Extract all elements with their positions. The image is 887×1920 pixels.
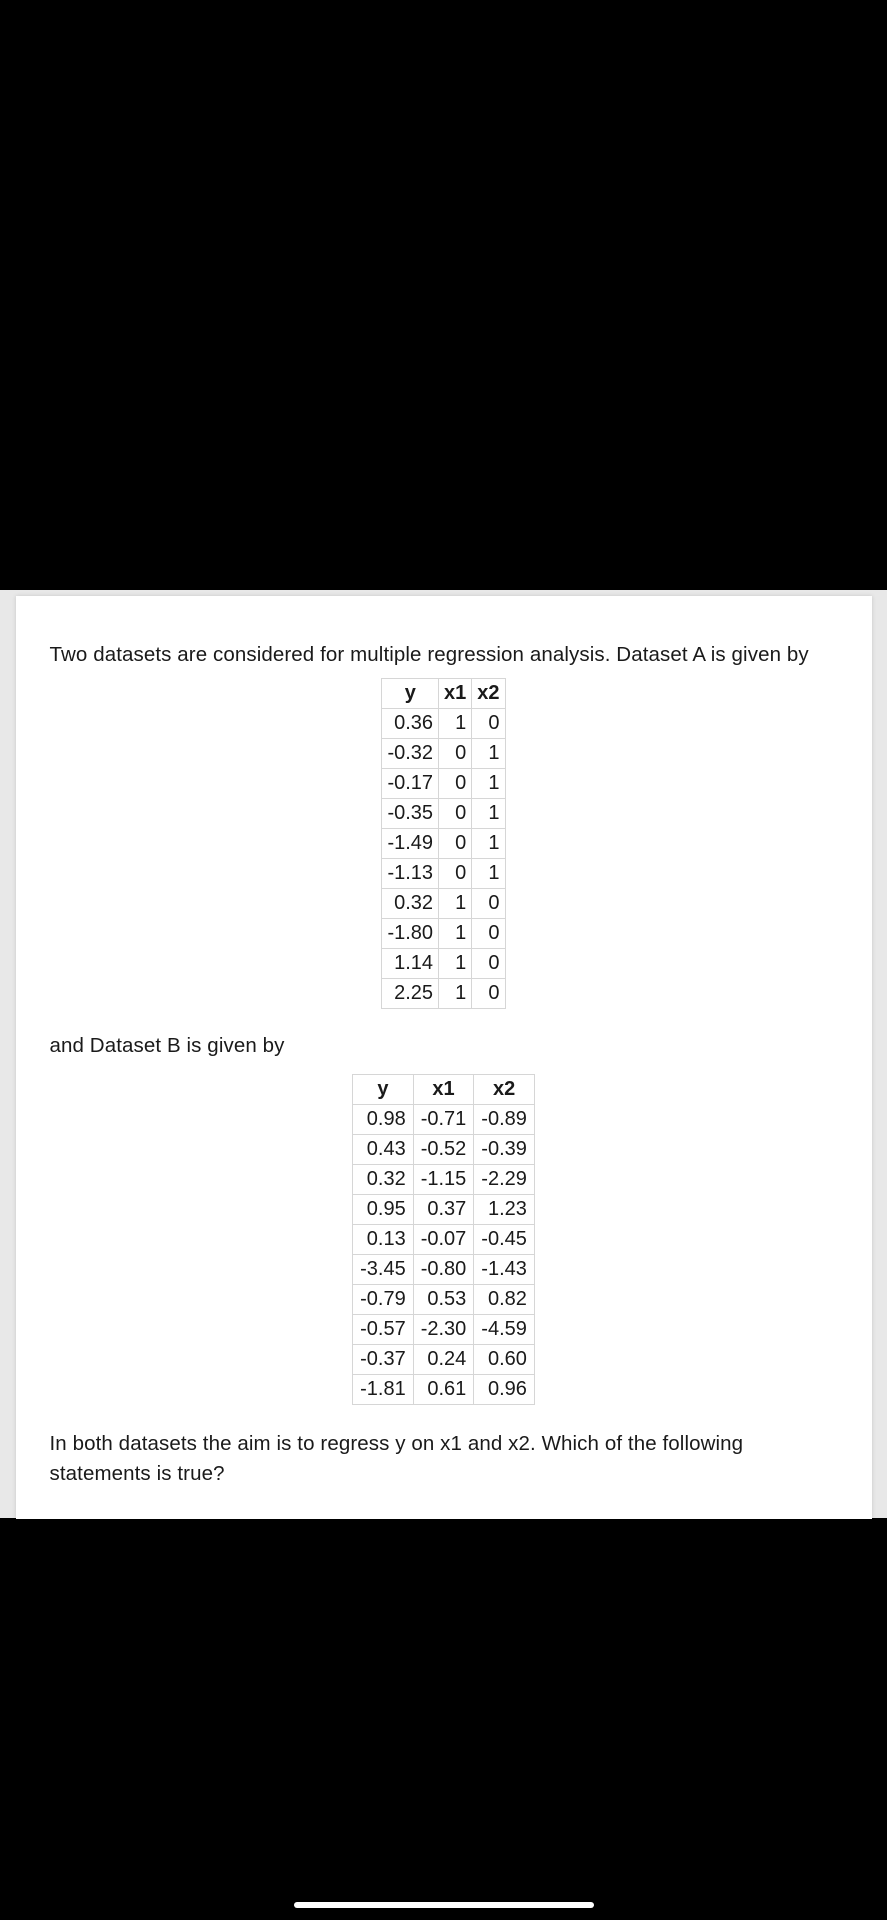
table-cell: 1 xyxy=(439,918,472,948)
table-cell: -0.17 xyxy=(382,768,439,798)
table-cell: -1.13 xyxy=(382,858,439,888)
table-cell: -0.71 xyxy=(413,1105,474,1135)
table-cell: 0.53 xyxy=(413,1285,474,1315)
table-cell: 0.36 xyxy=(382,708,439,738)
table-cell: 1 xyxy=(439,708,472,738)
table-row: 0.32-1.15-2.29 xyxy=(353,1165,535,1195)
table-cell: 0 xyxy=(472,948,505,978)
question-page: Two datasets are considered for multiple… xyxy=(16,596,872,1519)
table-cell: 0 xyxy=(472,918,505,948)
intro-text: Two datasets are considered for multiple… xyxy=(50,640,838,670)
table-row: 0.98-0.71-0.89 xyxy=(353,1105,535,1135)
table-cell: 1 xyxy=(472,738,505,768)
table-cell: 0.43 xyxy=(353,1135,414,1165)
table-cell: 2.25 xyxy=(382,978,439,1008)
table-row: 0.950.371.23 xyxy=(353,1195,535,1225)
table-cell: 1 xyxy=(472,768,505,798)
table-row: 1.1410 xyxy=(382,948,505,978)
mid-text: and Dataset B is given by xyxy=(50,1031,838,1061)
col-header: y xyxy=(353,1075,414,1105)
table-row: -0.1701 xyxy=(382,768,505,798)
table-cell: 0.24 xyxy=(413,1345,474,1375)
dataset-b-table: y x1 x2 0.98-0.71-0.890.43-0.52-0.390.32… xyxy=(352,1074,535,1405)
table-cell: -0.57 xyxy=(353,1315,414,1345)
table-row: -1.810.610.96 xyxy=(353,1375,535,1405)
col-header: x2 xyxy=(472,678,505,708)
table-cell: 0.96 xyxy=(474,1375,535,1405)
table-cell: -0.39 xyxy=(474,1135,535,1165)
table-cell: 1.23 xyxy=(474,1195,535,1225)
table-cell: 1 xyxy=(439,978,472,1008)
table-cell: 0 xyxy=(439,828,472,858)
table-cell: -1.81 xyxy=(353,1375,414,1405)
table-row: -0.370.240.60 xyxy=(353,1345,535,1375)
dataset-a-body: 0.3610-0.3201-0.1701-0.3501-1.4901-1.130… xyxy=(382,708,505,1008)
table-row: -0.57-2.30-4.59 xyxy=(353,1315,535,1345)
table-row: 2.2510 xyxy=(382,978,505,1008)
table-cell: -0.52 xyxy=(413,1135,474,1165)
table-cell: 1 xyxy=(439,948,472,978)
table-cell: -0.89 xyxy=(474,1105,535,1135)
table-row: -0.790.530.82 xyxy=(353,1285,535,1315)
table-cell: -1.80 xyxy=(382,918,439,948)
table-row: -3.45-0.80-1.43 xyxy=(353,1255,535,1285)
table-header-row: y x1 x2 xyxy=(382,678,505,708)
table-cell: 0 xyxy=(439,798,472,828)
table-cell: -0.79 xyxy=(353,1285,414,1315)
table-cell: 1 xyxy=(472,828,505,858)
table-row: 0.3210 xyxy=(382,888,505,918)
home-indicator[interactable] xyxy=(294,1902,594,1908)
col-header: y xyxy=(382,678,439,708)
table-cell: 0 xyxy=(439,738,472,768)
table-cell: -1.43 xyxy=(474,1255,535,1285)
col-header: x2 xyxy=(474,1075,535,1105)
table-cell: 0 xyxy=(472,978,505,1008)
content-band: Two datasets are considered for multiple… xyxy=(0,590,887,1518)
table-cell: 0 xyxy=(472,708,505,738)
table-row: 0.3610 xyxy=(382,708,505,738)
table-cell: 0.98 xyxy=(353,1105,414,1135)
table-cell: -1.15 xyxy=(413,1165,474,1195)
table-cell: -3.45 xyxy=(353,1255,414,1285)
table-cell: 1 xyxy=(472,858,505,888)
table-cell: -0.45 xyxy=(474,1225,535,1255)
table-cell: 0.32 xyxy=(382,888,439,918)
table-cell: -0.80 xyxy=(413,1255,474,1285)
table-row: -1.4901 xyxy=(382,828,505,858)
table-cell: -4.59 xyxy=(474,1315,535,1345)
table-cell: 0.32 xyxy=(353,1165,414,1195)
table-row: -1.8010 xyxy=(382,918,505,948)
col-header: x1 xyxy=(439,678,472,708)
table-cell: -0.35 xyxy=(382,798,439,828)
col-header: x1 xyxy=(413,1075,474,1105)
table-row: -0.3201 xyxy=(382,738,505,768)
dataset-b-body: 0.98-0.71-0.890.43-0.52-0.390.32-1.15-2.… xyxy=(353,1105,535,1405)
table-cell: 0 xyxy=(472,888,505,918)
table-cell: -0.32 xyxy=(382,738,439,768)
table-row: 0.13-0.07-0.45 xyxy=(353,1225,535,1255)
table-cell: 0 xyxy=(439,768,472,798)
table-cell: 0.60 xyxy=(474,1345,535,1375)
table-cell: 0.61 xyxy=(413,1375,474,1405)
table-cell: -0.37 xyxy=(353,1345,414,1375)
table-cell: 0.82 xyxy=(474,1285,535,1315)
table-row: -0.3501 xyxy=(382,798,505,828)
table-cell: 1 xyxy=(439,888,472,918)
final-text: In both datasets the aim is to regress y… xyxy=(50,1429,838,1488)
table-cell: -2.30 xyxy=(413,1315,474,1345)
table-row: -1.1301 xyxy=(382,858,505,888)
table-cell: 0.95 xyxy=(353,1195,414,1225)
table-cell: 0.37 xyxy=(413,1195,474,1225)
table-header-row: y x1 x2 xyxy=(353,1075,535,1105)
table-cell: -2.29 xyxy=(474,1165,535,1195)
table-cell: -0.07 xyxy=(413,1225,474,1255)
table-cell: 1.14 xyxy=(382,948,439,978)
table-cell: 0.13 xyxy=(353,1225,414,1255)
table-row: 0.43-0.52-0.39 xyxy=(353,1135,535,1165)
dataset-a-table: y x1 x2 0.3610-0.3201-0.1701-0.3501-1.49… xyxy=(381,678,505,1009)
table-cell: 1 xyxy=(472,798,505,828)
table-cell: -1.49 xyxy=(382,828,439,858)
table-cell: 0 xyxy=(439,858,472,888)
